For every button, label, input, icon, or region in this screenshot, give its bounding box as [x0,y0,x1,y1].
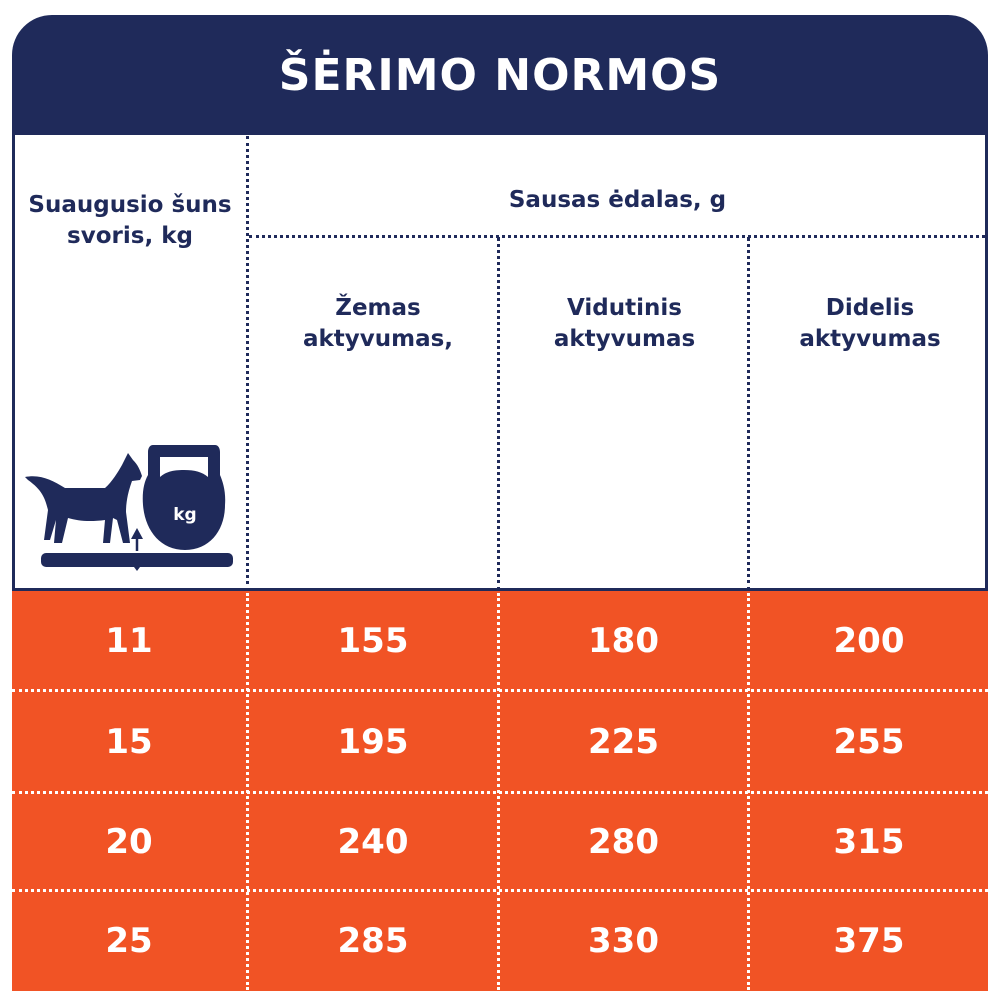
dry-food-header: Sausas ėdalas, g [508,187,727,213]
medium-activity-header: Vidutinis aktyvumas [553,295,696,352]
divider [246,136,249,591]
divider [497,237,500,591]
low-activity-cell: 240 [337,821,409,862]
low-activity-cell: 195 [337,721,409,762]
medium-activity-cell: 225 [588,721,659,762]
dog-on-scale-with-kettlebell-icon: kg [25,445,233,571]
weight-column-header: Suaugusio šuns svoris, kg [28,192,232,249]
divider [747,237,750,591]
divider [249,235,985,238]
low-activity-header: Žemas aktyvumas, [302,295,454,352]
weight-cell: 11 [105,621,153,661]
low-activity-cell: 155 [337,621,409,661]
title-banner: ŠĖRIMO NORMOS [12,15,988,136]
weight-cell: 25 [105,921,153,961]
page-title: ŠĖRIMO NORMOS [278,50,722,101]
weight-cell: 20 [105,821,153,862]
high-activity-cell: 375 [833,921,905,961]
divider [12,889,988,892]
kettlebell-label: kg [173,505,196,525]
high-activity-cell: 315 [833,821,905,862]
high-activity-cell: 200 [833,621,905,661]
divider [12,791,988,794]
medium-activity-cell: 330 [588,921,659,961]
high-activity-header: Didelis aktyvumas [799,295,941,352]
low-activity-cell: 285 [337,921,409,961]
medium-activity-cell: 280 [588,821,659,862]
divider [12,689,988,692]
high-activity-cell: 255 [833,721,905,762]
medium-activity-cell: 180 [588,621,659,661]
weight-cell: 15 [105,721,153,762]
